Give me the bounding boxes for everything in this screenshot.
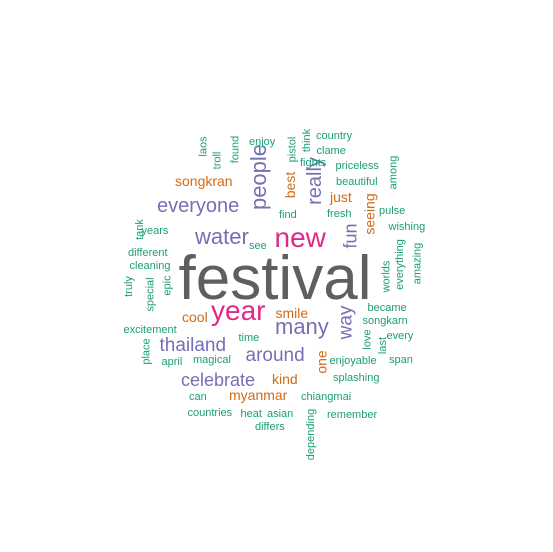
word-one: one bbox=[313, 350, 330, 374]
word-pulse: pulse bbox=[379, 204, 406, 217]
word-years: years bbox=[141, 224, 169, 237]
word-songkarn: songkarn bbox=[362, 314, 408, 327]
word-fights: fights bbox=[300, 156, 327, 169]
word-wishing: wishing bbox=[388, 220, 426, 233]
word-asian: asian bbox=[267, 407, 294, 420]
word-festival: festival bbox=[178, 244, 372, 313]
word-excitement: excitement bbox=[123, 323, 177, 336]
word-pistol: pistol bbox=[286, 136, 299, 162]
word-different: different bbox=[128, 246, 168, 259]
word-became: became bbox=[367, 301, 407, 314]
word-fresh: fresh bbox=[327, 207, 352, 220]
word-depending: depending bbox=[304, 408, 317, 460]
word-love: love bbox=[361, 328, 374, 350]
word-found: found bbox=[229, 135, 242, 163]
word-year: year bbox=[211, 295, 266, 326]
word-fun: fun bbox=[340, 223, 361, 249]
word-just: just bbox=[330, 189, 352, 205]
word-special: special bbox=[144, 276, 157, 312]
word-thailand: thailand bbox=[159, 334, 227, 356]
word-worlds: worlds bbox=[380, 260, 393, 292]
word-differs: differs bbox=[255, 420, 285, 433]
word-amazing: amazing bbox=[411, 242, 424, 284]
word-country: country bbox=[316, 129, 353, 142]
word-countries: countries bbox=[187, 406, 233, 419]
word-around: around bbox=[245, 344, 305, 366]
word-smile: smile bbox=[275, 305, 309, 321]
word-everyone: everyone bbox=[157, 195, 240, 217]
word-beautiful: beautiful bbox=[336, 175, 378, 188]
word-chiangmai: chiangmai bbox=[301, 390, 352, 403]
word-see: see bbox=[249, 239, 267, 252]
word-people: people bbox=[246, 143, 272, 211]
word-span: span bbox=[389, 353, 413, 366]
word-magical: magical bbox=[193, 353, 231, 366]
word-seeing: seeing bbox=[361, 193, 378, 235]
word-cleaning: cleaning bbox=[129, 259, 171, 272]
word-enjoy: enjoy bbox=[249, 135, 276, 148]
word-water: water bbox=[195, 224, 249, 249]
word-every: every bbox=[386, 329, 414, 342]
word-april: april bbox=[161, 355, 183, 368]
word-remember: remember bbox=[327, 408, 378, 421]
word-priceless: priceless bbox=[335, 159, 379, 172]
word-among: among bbox=[387, 155, 400, 189]
word-place: place bbox=[140, 337, 153, 365]
word-epic: epic bbox=[161, 274, 174, 296]
word-truly: truly bbox=[122, 275, 135, 297]
word-splashing: splashing bbox=[333, 371, 380, 384]
word-everything: everything bbox=[393, 238, 406, 290]
word-songkran: songkran bbox=[175, 173, 233, 189]
word-cool: cool bbox=[182, 309, 208, 325]
word-laos: laos bbox=[197, 135, 210, 157]
word-many: many bbox=[275, 314, 329, 339]
word-time: time bbox=[238, 331, 260, 344]
word-can: can bbox=[189, 390, 207, 403]
word-clame: clame bbox=[316, 144, 346, 157]
word-myanmar: myanmar bbox=[229, 387, 288, 403]
word-way: way bbox=[335, 305, 357, 339]
word-enjoyable: enjoyable bbox=[329, 354, 377, 367]
word-find: find bbox=[279, 208, 297, 221]
word-best: best bbox=[282, 171, 299, 199]
word-celebrate: celebrate bbox=[181, 370, 256, 390]
word-new: new bbox=[274, 222, 326, 253]
word-heat: heat bbox=[240, 407, 262, 420]
word-think: think bbox=[300, 128, 313, 152]
word-troll: troll bbox=[211, 151, 224, 169]
word-kind: kind bbox=[272, 371, 298, 387]
